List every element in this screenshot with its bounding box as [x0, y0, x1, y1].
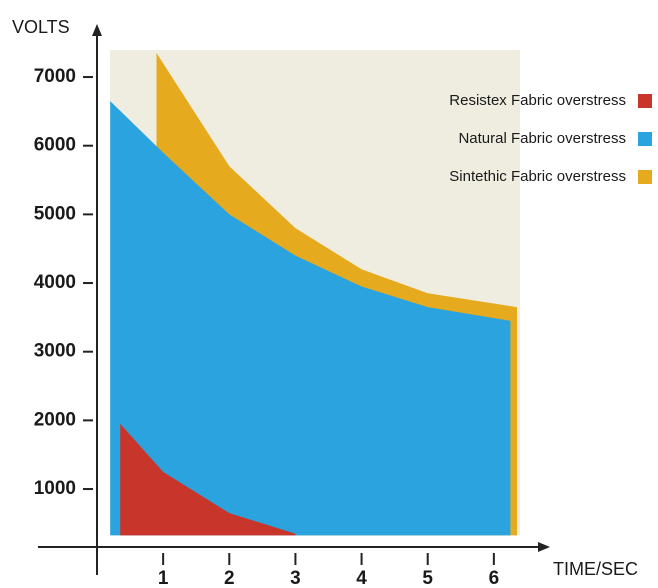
y-tick-label: 3000: [34, 341, 76, 362]
areas: [110, 53, 517, 536]
x-tick-label: 3: [290, 568, 301, 588]
x-tick-label: 4: [356, 568, 367, 588]
x-axis-arrow: [538, 542, 550, 552]
y-tick-label: 2000: [34, 409, 76, 430]
legend-swatch: [638, 132, 652, 146]
legend-swatch: [638, 170, 652, 184]
legend-swatch: [638, 94, 652, 108]
x-tick-label: 2: [224, 568, 235, 588]
area: [120, 423, 296, 536]
y-tick-label: 5000: [34, 203, 76, 224]
y-tick-label: 1000: [34, 478, 76, 499]
legend-label: Natural Fabric overstress: [458, 130, 626, 147]
x-tick-label: 5: [422, 568, 433, 588]
legend-label: Sintethic Fabric overstress: [449, 168, 626, 185]
y-tick-label: 6000: [34, 135, 76, 156]
y-axis-arrow: [92, 24, 102, 36]
y-tick-label: 7000: [34, 66, 76, 87]
x-tick-label: 6: [489, 568, 500, 588]
area: [110, 101, 511, 536]
legend-label: Resistex Fabric overstress: [449, 92, 626, 109]
x-axis-label: TIME/SEC: [553, 559, 638, 579]
y-axis-label: VOLTS: [12, 17, 70, 37]
y-tick-label: 4000: [34, 272, 76, 293]
x-tick-label: 1: [158, 568, 169, 588]
